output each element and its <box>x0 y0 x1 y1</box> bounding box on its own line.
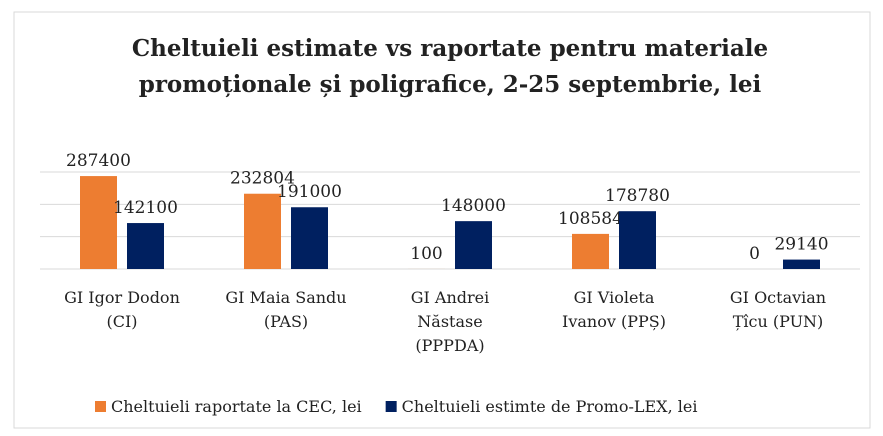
bar <box>783 259 820 269</box>
bar <box>572 233 609 269</box>
data-label: 232804 <box>230 169 295 189</box>
data-label: 0 <box>749 244 760 264</box>
bar <box>291 207 328 269</box>
x-tick-label: GI Igor Dodon (CI) <box>64 288 180 331</box>
legend-swatch <box>385 401 397 412</box>
data-label: 178780 <box>605 186 670 206</box>
legend-swatch <box>95 401 106 412</box>
x-tick-label: GI Violeta Ivanov (PPȘ) <box>562 288 666 331</box>
data-label: 191000 <box>277 182 342 202</box>
bar <box>455 221 492 269</box>
data-label: 108584 <box>558 209 623 229</box>
data-label: 100 <box>410 244 442 264</box>
x-tick-label: GI Octavian Țîcu (PUN) <box>729 288 827 331</box>
chart-frame <box>13 11 871 429</box>
data-label: 29140 <box>774 235 828 255</box>
chart-title: Cheltuieli estimate vs raportate pentru … <box>132 35 768 62</box>
legend-label: Cheltuieli estimte de Promo-LEX, lei <box>402 397 698 416</box>
bar <box>619 211 656 269</box>
data-label: 148000 <box>441 196 506 216</box>
x-tick-label: GI Andrei Năstase (PPPDA) <box>410 288 490 355</box>
chart-subtitle: promoționale și poligrafice, 2-25 septem… <box>139 71 762 98</box>
bar <box>80 176 117 269</box>
bar <box>127 223 164 269</box>
legend-label: Cheltuieli raportate la CEC, lei <box>111 397 362 416</box>
bar <box>244 193 281 269</box>
data-label: 287400 <box>66 151 131 171</box>
data-label: 142100 <box>113 198 178 218</box>
x-tick-label: GI Maia Sandu (PAS) <box>225 288 347 331</box>
